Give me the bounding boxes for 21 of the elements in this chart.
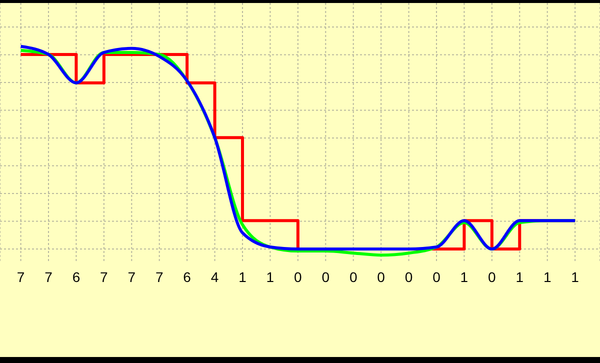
x-tick-label: 0: [294, 268, 302, 285]
x-tick-label: 7: [155, 268, 164, 285]
x-tick-label: 6: [183, 268, 192, 285]
x-tick-label: 7: [100, 268, 108, 285]
x-tick-label: 1: [571, 268, 580, 285]
x-tick-label: 0: [432, 268, 441, 285]
x-tick-label: 1: [460, 268, 468, 285]
x-tick-label: 0: [322, 268, 330, 285]
x-tick-label: 0: [349, 268, 358, 285]
x-tick-label: 7: [128, 268, 136, 285]
x-tick-label: 4: [210, 268, 219, 285]
x-tick-label: 1: [516, 268, 524, 285]
x-tick-label: 0: [404, 268, 413, 285]
x-tick-label: 1: [266, 268, 274, 285]
x-tick-label: 1: [543, 268, 552, 285]
x-tick-label: 1: [238, 268, 247, 285]
x-tick-label: 6: [72, 268, 80, 285]
x-tick-label: 0: [377, 268, 386, 285]
x-tick-label: 7: [16, 268, 25, 285]
x-tick-label: 0: [488, 268, 496, 285]
x-tick-label: 7: [44, 268, 53, 285]
